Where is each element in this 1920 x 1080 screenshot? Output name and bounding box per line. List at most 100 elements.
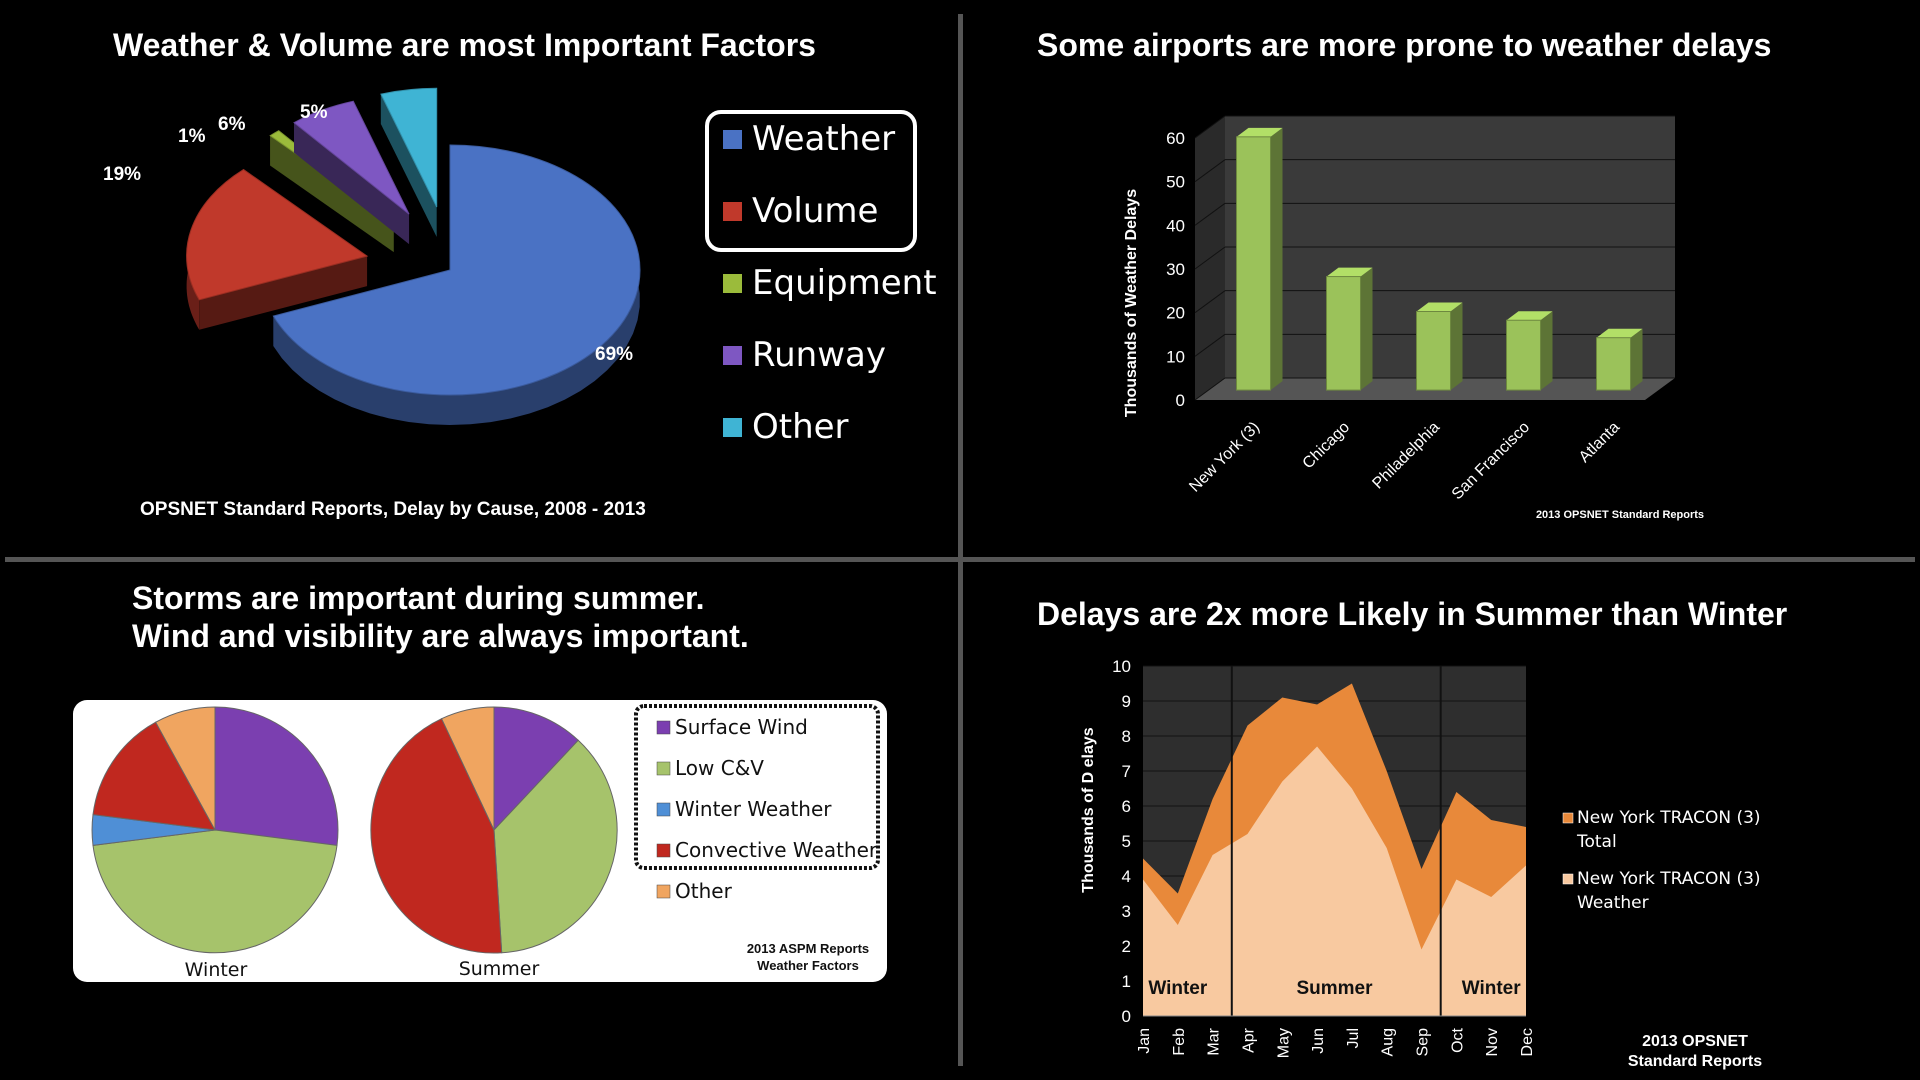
pie-slice-runway <box>293 100 410 215</box>
y-tick-label: 5 <box>1122 832 1131 851</box>
winter-factor-pie <box>91 706 339 954</box>
summer-slice-other <box>440 706 495 831</box>
seasonal-weather-factor-pies: Winter Summer Surface Wind Low C&V Winter … <box>73 700 887 982</box>
q4-title: Delays are 2x more Likely in Summer than… <box>1037 596 1788 632</box>
pie-label-volume: 19% <box>103 164 141 185</box>
season-legend-highlight-box <box>634 704 880 870</box>
delay-cause-pie <box>186 87 641 425</box>
x-tick-label-mar: Mar <box>1206 1027 1223 1055</box>
y-tick-label: 10 <box>1112 657 1131 676</box>
legend-swatch-runway <box>723 346 742 365</box>
winter-slice-other <box>155 706 216 831</box>
season-legend-swatch-other <box>656 884 671 899</box>
season-legend-label-low-c-v: Low C&V <box>675 756 764 780</box>
season-legend-label-other: Other <box>675 879 733 903</box>
pie-slice-volume <box>186 168 369 301</box>
monthly-delay-plot: 0 1 2 3 4 5 6 7 8 9 10 Winter Summer Winter Jan Feb Mar A… <box>1112 657 1536 1058</box>
winter-pie-label: Winter <box>185 959 248 981</box>
area-legend-label-new-york-tracon-3-weather-line2: Weather <box>1577 893 1649 913</box>
y-gridline-side <box>1194 202 1226 226</box>
season-legend-label-surface-wind: Surface Wind <box>675 715 808 739</box>
pie-label-runway: 6% <box>218 114 246 135</box>
area-legend-swatch-new-york-tracon-3-total <box>1562 812 1574 824</box>
monthly-delay-legend: New York TRACON (3) Total New York TRACON … <box>1562 808 1761 913</box>
y-tick-label: 0 <box>1122 1007 1131 1026</box>
x-tick-label-new-york-3: New York (3) <box>1186 419 1263 496</box>
q4-source-line1: 2013 OPSNET <box>1642 1033 1748 1050</box>
y-tick-label: 9 <box>1122 692 1131 711</box>
pie-label-equipment: 1% <box>178 126 206 147</box>
pie-slice-other <box>380 87 438 208</box>
x-tick-label-feb: Feb <box>1171 1028 1188 1056</box>
q3-source-line1: 2013 ASPM Reports <box>747 941 869 956</box>
season-label-winter: Winter <box>1462 978 1522 999</box>
vertical-divider <box>958 14 963 1066</box>
x-tick-label-jul: Jul <box>1345 1028 1362 1048</box>
legend-swatch-other <box>723 418 742 437</box>
x-tick-label-aug: Aug <box>1380 1028 1397 1056</box>
legend-label-weather: Weather <box>752 119 895 159</box>
q4-y-axis-label: Thousands of D elays <box>1080 727 1097 892</box>
pie-label-weather: 69% <box>595 344 633 365</box>
area-legend-swatch-new-york-tracon-3-weather <box>1562 873 1574 885</box>
season-label-winter: Winter <box>1148 978 1208 999</box>
legend-label-volume: Volume <box>752 191 878 231</box>
y-tick-label: 4 <box>1122 867 1131 886</box>
season-legend-swatch-winter-weather <box>656 802 671 817</box>
season-legend-swatch-low-c-v <box>656 761 671 776</box>
x-tick-label-san-francisco: San Francisco <box>1449 419 1533 503</box>
y-tick-label: 40 <box>1166 216 1185 235</box>
legend-swatch-weather <box>723 130 742 149</box>
pie-wall-equipment <box>270 135 394 253</box>
x-tick-label-sep: Sep <box>1415 1028 1432 1057</box>
bar-chicago <box>1326 276 1361 391</box>
summer-factor-pie <box>370 706 618 954</box>
season-label-summer: Summer <box>1296 978 1373 999</box>
pie-wall-runway <box>293 122 410 245</box>
season-legend-label-winter-weather: Winter Weather <box>675 797 832 821</box>
y-gridline-side <box>1194 333 1226 357</box>
area-legend-label-new-york-tracon-3-weather-line1: New York TRACON (3) <box>1577 869 1761 889</box>
bar-top-atlanta <box>1596 328 1643 338</box>
delay-cause-percent-labels: 69% 19% 1% 6% 5% <box>103 102 633 365</box>
y-tick-label: 3 <box>1122 902 1131 921</box>
season-legend-label-convective-weather: Convective Weather <box>675 838 878 862</box>
q1-source: OPSNET Standard Reports, Delay by Cause,… <box>140 499 646 520</box>
bar-san-francisco <box>1506 319 1541 391</box>
area-new-york-tracon-3-weather <box>1143 746 1526 1016</box>
q3-title-line2: Wind and visibility are always important… <box>132 618 749 654</box>
q3-source-line2: Weather Factors <box>757 958 859 973</box>
q3-title-line1: Storms are important during summer. <box>132 580 705 616</box>
bar-side-philadelphia <box>1450 302 1463 391</box>
bar-atlanta <box>1596 337 1631 391</box>
legend-label-other: Other <box>752 407 849 447</box>
y-gridline-side <box>1194 159 1226 183</box>
y-tick-label: 1 <box>1122 972 1131 991</box>
pie-label-other: 5% <box>300 102 328 123</box>
pie-wall-volume <box>199 256 368 330</box>
bar-side-chicago <box>1360 267 1373 391</box>
bar-philadelphia <box>1416 311 1451 391</box>
x-tick-label-philadelphia: Philadelphia <box>1369 419 1443 493</box>
area-legend-label-new-york-tracon-3-total-line2: Total <box>1576 832 1617 852</box>
pie-wall-other <box>380 94 437 238</box>
bar-side-atlanta <box>1630 328 1643 391</box>
x-tick-label-jun: Jun <box>1310 1028 1327 1054</box>
x-tick-label-chicago: Chicago <box>1300 419 1354 473</box>
y-gridline-side <box>1194 290 1226 314</box>
bar-new-york-3 <box>1236 136 1271 391</box>
season-legend-swatch-convective-weather <box>656 843 671 858</box>
season-factor-legend: Surface Wind Low C&V Winter Weather Convect… <box>656 715 878 903</box>
y-tick-label: 6 <box>1122 797 1131 816</box>
x-tick-label-dec: Dec <box>1519 1028 1536 1056</box>
horizontal-divider <box>5 557 1915 562</box>
bar-side-san-francisco <box>1540 311 1553 391</box>
legend-label-equipment: Equipment <box>752 263 937 303</box>
airport-bar-plot: 0 10 20 30 40 50 60 New York (3) Chicago Philadel… <box>1166 115 1675 503</box>
y-tick-label: 30 <box>1166 260 1185 279</box>
bar-side-new-york-3 <box>1270 127 1283 391</box>
winter-slice-surface-wind <box>214 706 339 846</box>
q2-y-axis-label: Thousands of Weather Delays <box>1123 189 1140 417</box>
delay-cause-legend: Weather Volume Equipment Runway Other <box>723 119 937 447</box>
summer-pie-label: Summer <box>459 958 540 980</box>
